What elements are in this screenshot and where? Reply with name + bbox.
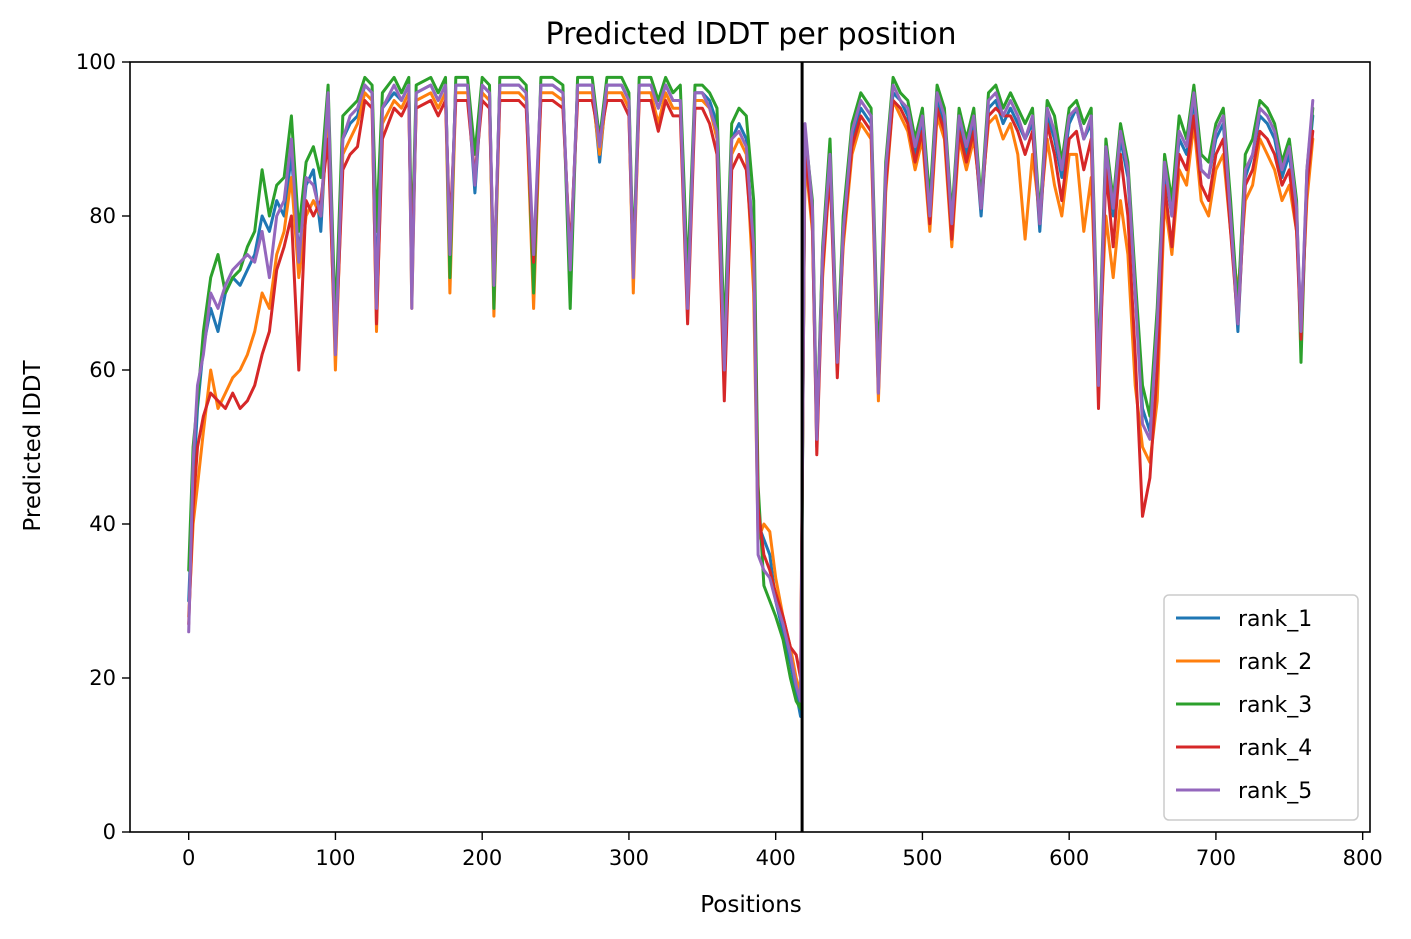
legend-label-rank-4: rank_4 xyxy=(1238,736,1312,761)
x-axis-label: Positions xyxy=(700,892,802,918)
x-tick-label: 800 xyxy=(1343,846,1383,870)
legend-label-rank-3: rank_3 xyxy=(1238,693,1312,718)
y-tick-label: 100 xyxy=(76,50,116,74)
x-axis-ticks: 0 100 200 300 400 500 600 700 800 xyxy=(182,832,1383,870)
series-line-rank-3 xyxy=(187,75,1315,711)
chart-title: Predicted lDDT per position xyxy=(546,17,957,52)
y-tick-label: 20 xyxy=(89,666,116,690)
y-tick-label: 60 xyxy=(89,358,116,382)
x-tick-label: 600 xyxy=(1049,846,1089,870)
legend-label-rank-1: rank_1 xyxy=(1238,607,1312,632)
series-line-rank-5 xyxy=(187,83,1315,703)
legend: rank_1 rank_2 rank_3 rank_4 rank_5 xyxy=(1163,594,1359,821)
x-tick-label: 300 xyxy=(609,846,649,870)
x-tick-label: 400 xyxy=(756,846,796,870)
legend-label-rank-2: rank_2 xyxy=(1238,650,1312,675)
x-tick-label: 700 xyxy=(1196,846,1236,870)
legend-label-rank-5: rank_5 xyxy=(1238,779,1312,804)
y-axis-ticks: 0 20 40 60 80 100 xyxy=(76,50,130,844)
x-tick-label: 200 xyxy=(462,846,502,870)
y-axis-label: Predicted lDDT xyxy=(20,359,46,531)
legend-box xyxy=(1163,594,1359,821)
x-tick-label: 0 xyxy=(182,846,195,870)
x-tick-label: 100 xyxy=(315,846,355,870)
series-line-rank-4 xyxy=(187,99,1315,680)
series-line-rank-2 xyxy=(187,91,1315,695)
plot-frame xyxy=(129,61,1371,833)
series-group xyxy=(187,75,1315,718)
y-tick-label: 40 xyxy=(89,512,116,536)
x-tick-label: 500 xyxy=(902,846,942,870)
y-tick-label: 80 xyxy=(89,204,116,228)
y-tick-label: 0 xyxy=(103,820,116,844)
